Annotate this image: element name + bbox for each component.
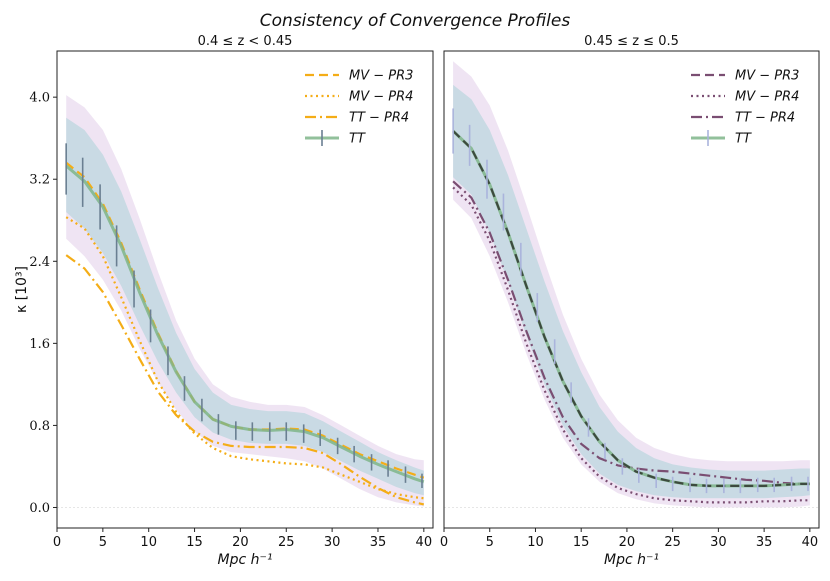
x-tick-label: 5 bbox=[486, 535, 494, 550]
legend-label: MV − PR3 bbox=[349, 69, 413, 84]
x-tick-label: 0 bbox=[440, 535, 448, 550]
y-tick-label: 4.0 bbox=[29, 91, 50, 106]
x-tick-label: 10 bbox=[140, 535, 157, 550]
x-tick-label: 20 bbox=[619, 535, 636, 550]
inner-uncertainty-band bbox=[66, 117, 424, 496]
series-line-tt-pr4 bbox=[65, 254, 425, 506]
inner-uncertainty-band bbox=[453, 84, 810, 499]
panel-title: 0.45 ≤ z ≤ 0.5 bbox=[584, 34, 679, 49]
series-line-mv-pr4 bbox=[452, 186, 810, 504]
x-tick-label: 10 bbox=[527, 535, 544, 550]
x-tick-label: 25 bbox=[664, 535, 681, 550]
left-panel: 0.4 ≤ z < 0.45 0 5 10 15 20 25 30 35 40 0.0 0.8 1.6 2… bbox=[14, 34, 434, 568]
x-tick-label: 20 bbox=[232, 535, 249, 550]
panel-title: 0.4 ≤ z < 0.45 bbox=[198, 34, 293, 49]
x-tick-label: 15 bbox=[573, 535, 590, 550]
x-tick-label: 30 bbox=[324, 535, 341, 550]
outer-uncertainty-band bbox=[66, 95, 424, 507]
x-tick-label: 40 bbox=[802, 535, 819, 550]
legend-label: MV − PR4 bbox=[349, 90, 413, 105]
legend-label: TT bbox=[735, 132, 752, 147]
right-panel: 0.45 ≤ z ≤ 0.5 0 5 10 15 20 25 30 35 40 Mpc h⁻¹ MV … bbox=[440, 34, 820, 568]
legend-label: MV − PR4 bbox=[735, 90, 799, 105]
x-axis-label: Mpc h⁻¹ bbox=[604, 552, 659, 568]
axes-frame bbox=[443, 50, 820, 529]
x-tick-label: 40 bbox=[416, 535, 433, 550]
legend-label: TT − PR4 bbox=[735, 111, 795, 126]
x-tick-label: 25 bbox=[278, 535, 295, 550]
legend-label: MV − PR3 bbox=[735, 69, 799, 84]
y-tick-label: 0.0 bbox=[29, 501, 50, 516]
legend-label: TT − PR4 bbox=[349, 111, 409, 126]
x-tick-label: 0 bbox=[53, 535, 61, 550]
series-line-mv-pr3-overlay bbox=[452, 130, 810, 487]
x-tick-label: 30 bbox=[710, 535, 727, 550]
x-tick-label: 5 bbox=[99, 535, 107, 550]
y-tick-label: 1.6 bbox=[29, 337, 50, 352]
plot-area bbox=[444, 61, 819, 508]
y-tick-label: 0.8 bbox=[29, 419, 50, 434]
y-axis-label: κ [10³] bbox=[14, 266, 30, 313]
y-tick-label: 3.2 bbox=[29, 173, 50, 188]
outer-uncertainty-band bbox=[453, 61, 810, 508]
x-axis-label: Mpc h⁻¹ bbox=[218, 552, 273, 568]
series-line-tt-pr4 bbox=[452, 180, 810, 485]
x-tick-label: 35 bbox=[756, 535, 773, 550]
plot-area bbox=[57, 95, 433, 508]
axes-frame bbox=[56, 50, 434, 529]
figure-title: Consistency of Convergence Profiles bbox=[260, 11, 571, 31]
legend: MV − PR3 MV − PR4 TT − PR4 TT bbox=[305, 69, 413, 147]
legend-label: TT bbox=[349, 132, 366, 147]
x-tick-label: 35 bbox=[370, 535, 387, 550]
legend: MV − PR3 MV − PR4 TT − PR4 TT bbox=[691, 69, 799, 147]
y-tick-label: 2.4 bbox=[29, 255, 50, 270]
x-tick-label: 15 bbox=[186, 535, 203, 550]
